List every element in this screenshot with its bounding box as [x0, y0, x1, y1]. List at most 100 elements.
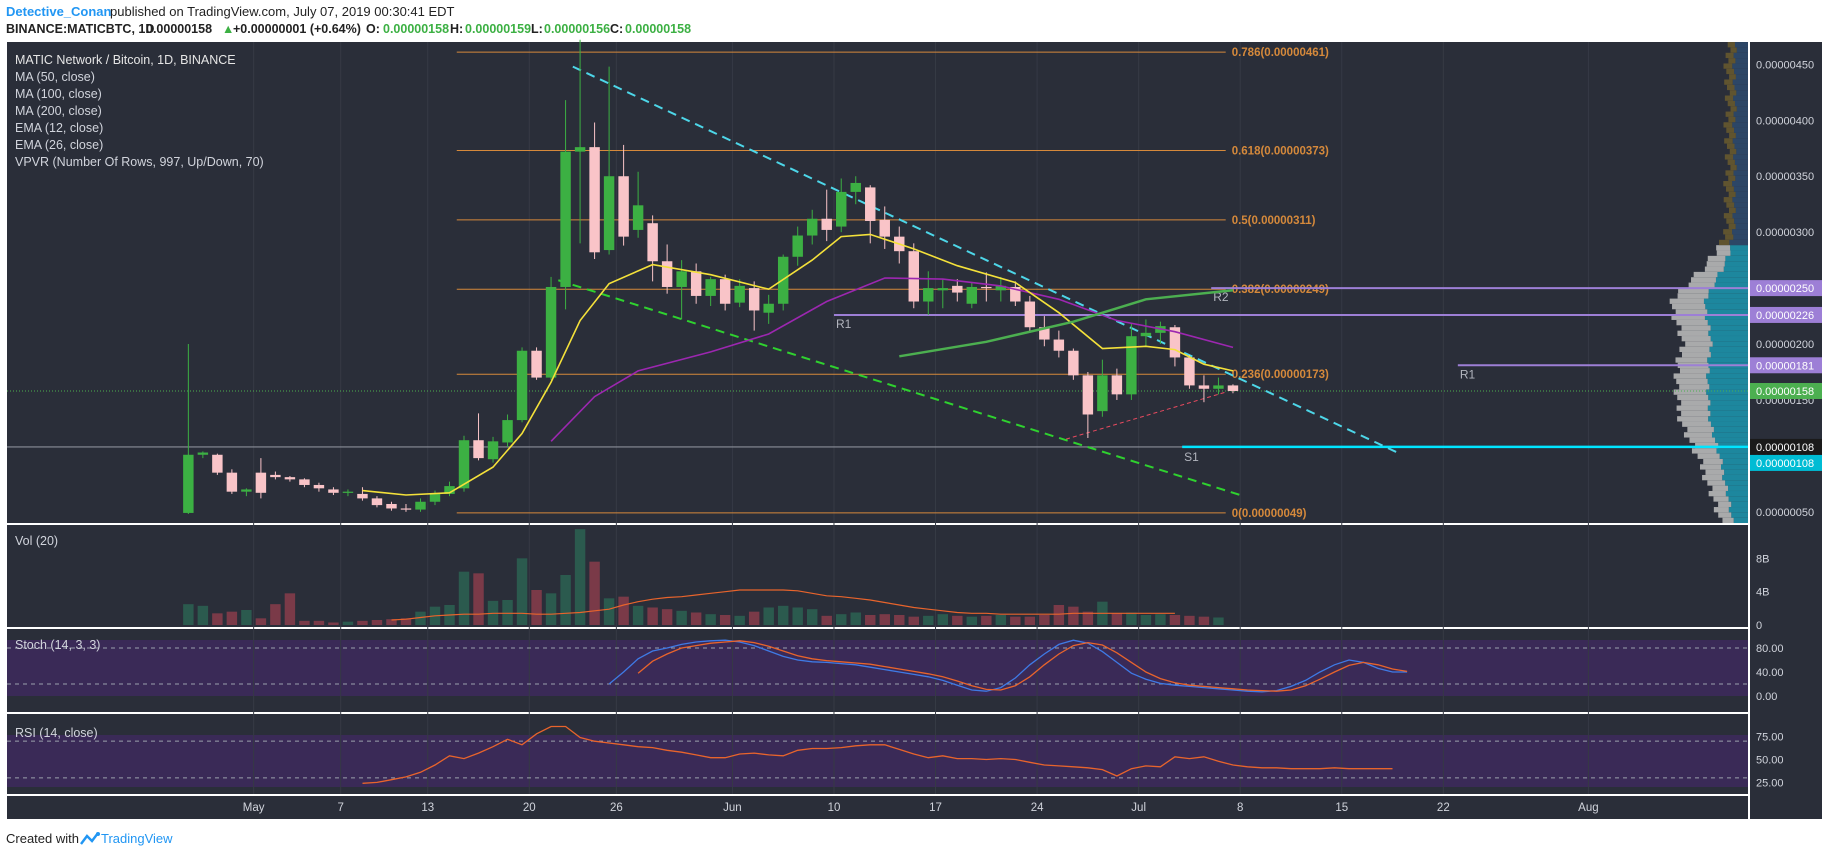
volume-bar — [952, 615, 963, 625]
stoch-pane-label: Stoch (14, 3, 3) — [15, 638, 100, 652]
vpvr-bar — [1689, 437, 1716, 443]
vpvr-bar — [1728, 58, 1736, 64]
vpvr-bar — [1726, 218, 1735, 224]
price-label-badge — [1750, 357, 1822, 374]
candle-body — [342, 491, 354, 493]
vpvr-bar — [1734, 143, 1748, 149]
candle-body — [937, 288, 949, 291]
vpvr-bar — [1722, 458, 1748, 465]
candle-body — [241, 489, 252, 492]
rsi-axis-label: 75.00 — [1756, 732, 1784, 744]
candle-body — [357, 493, 368, 499]
high-label: H: — [450, 22, 463, 36]
candle-body — [705, 279, 716, 296]
vpvr-bar — [1724, 138, 1733, 144]
candle-body — [516, 350, 528, 421]
axes: May 7 13 20 26 Jun 10 17 24 Jul 8 15 22 Aug 0.00000450… — [243, 59, 1822, 814]
volume-bar — [502, 600, 513, 625]
vpvr-bar — [1716, 448, 1748, 454]
candle-body — [1097, 375, 1108, 412]
vpvr-bar — [1681, 400, 1711, 406]
candle-body — [1024, 301, 1036, 328]
vpvr-bar — [1729, 90, 1737, 96]
price-label-badge — [1750, 454, 1822, 471]
volume-bar — [734, 615, 745, 625]
candle-body — [313, 484, 325, 489]
price-axis-label: 0.00000300 — [1756, 227, 1814, 239]
author-name[interactable]: Detective_Conan — [6, 4, 112, 19]
volume-bar — [1126, 612, 1137, 625]
volume-bar — [1198, 616, 1210, 625]
vpvr-bar — [1697, 453, 1720, 459]
price-pane[interactable] — [7, 42, 1748, 523]
vpvr-bar — [1695, 442, 1719, 449]
candle-body — [1184, 357, 1195, 386]
vpvr-bar — [1677, 394, 1709, 401]
legend-indicator: EMA (26, close) — [15, 138, 103, 152]
volume-bar — [226, 611, 238, 625]
vpvr-bar — [1724, 469, 1748, 475]
volume-bar — [516, 558, 528, 625]
vpvr-bar — [1688, 282, 1715, 288]
ema12-line — [362, 233, 1234, 496]
legend-indicator: MA (50, close) — [15, 70, 95, 84]
volume-bar — [676, 610, 687, 625]
candle-body — [1053, 339, 1065, 351]
candle-body — [908, 251, 919, 302]
volume-bar — [1155, 614, 1166, 625]
vpvr-bar — [1675, 309, 1708, 315]
candle-body — [661, 261, 673, 287]
vpvr-bar — [1719, 239, 1730, 246]
candle-body — [1010, 286, 1021, 302]
time-axis[interactable] — [7, 796, 1748, 819]
candle-body — [1227, 385, 1239, 392]
vpvr-bar — [1703, 298, 1748, 304]
vpvr-bar — [1728, 496, 1748, 502]
vpvr-bar — [1708, 491, 1726, 497]
vpvr-bar — [1727, 42, 1735, 48]
volume-bar — [1213, 617, 1224, 625]
vpvr-bar — [1734, 100, 1748, 107]
vpvr-bar — [1693, 271, 1718, 278]
volume-bar — [1010, 616, 1021, 625]
candle-body — [1213, 385, 1224, 389]
vpvr-bar — [1720, 464, 1748, 470]
vpvr-bar — [1673, 373, 1707, 379]
volume-bar — [386, 619, 397, 625]
price-axis-label: 0.00000200 — [1756, 339, 1814, 351]
volume-bar — [719, 615, 731, 625]
change-text: +0.00000001 (+0.64%) — [233, 22, 361, 36]
candle-body — [1039, 327, 1050, 340]
ema26-line — [550, 277, 1234, 442]
vpvr-bar — [1730, 250, 1748, 256]
vpvr-bar — [1713, 496, 1729, 502]
candle-body — [1169, 327, 1181, 358]
volume-bar — [1140, 615, 1152, 625]
vpvr-bar — [1728, 191, 1736, 198]
volume-pane[interactable] — [7, 525, 1748, 627]
time-axis-label: May — [243, 802, 265, 814]
candle-body — [966, 286, 978, 304]
vpvr-bar — [1679, 368, 1710, 374]
price-label-badge — [1750, 438, 1822, 455]
volume-bar — [371, 620, 383, 625]
low-label: L: — [531, 22, 543, 36]
rsi-axis-label: 50.00 — [1756, 755, 1784, 767]
vpvr-bar — [1710, 421, 1748, 427]
vpvr-bar — [1672, 303, 1706, 310]
candlestick-series — [183, 39, 1239, 515]
price-axis[interactable] — [1750, 42, 1822, 819]
candle-body — [1082, 375, 1094, 415]
open-label: O: — [366, 22, 380, 36]
fib-level-label: 0.618(0.00000373) — [1232, 146, 1329, 158]
price-axis-label: 0.00000400 — [1756, 115, 1814, 127]
vpvr-bar — [1707, 309, 1748, 315]
price-axis-label: 0.00000350 — [1756, 171, 1814, 183]
tradingview-brand[interactable]: TradingView — [101, 831, 173, 846]
ma50-line — [899, 289, 1234, 358]
volume-bar — [690, 612, 702, 625]
vpvr-bar — [1736, 148, 1748, 155]
vpvr-bar — [1691, 277, 1716, 283]
candle-body — [270, 474, 281, 478]
stoch-d-line — [637, 640, 1408, 692]
